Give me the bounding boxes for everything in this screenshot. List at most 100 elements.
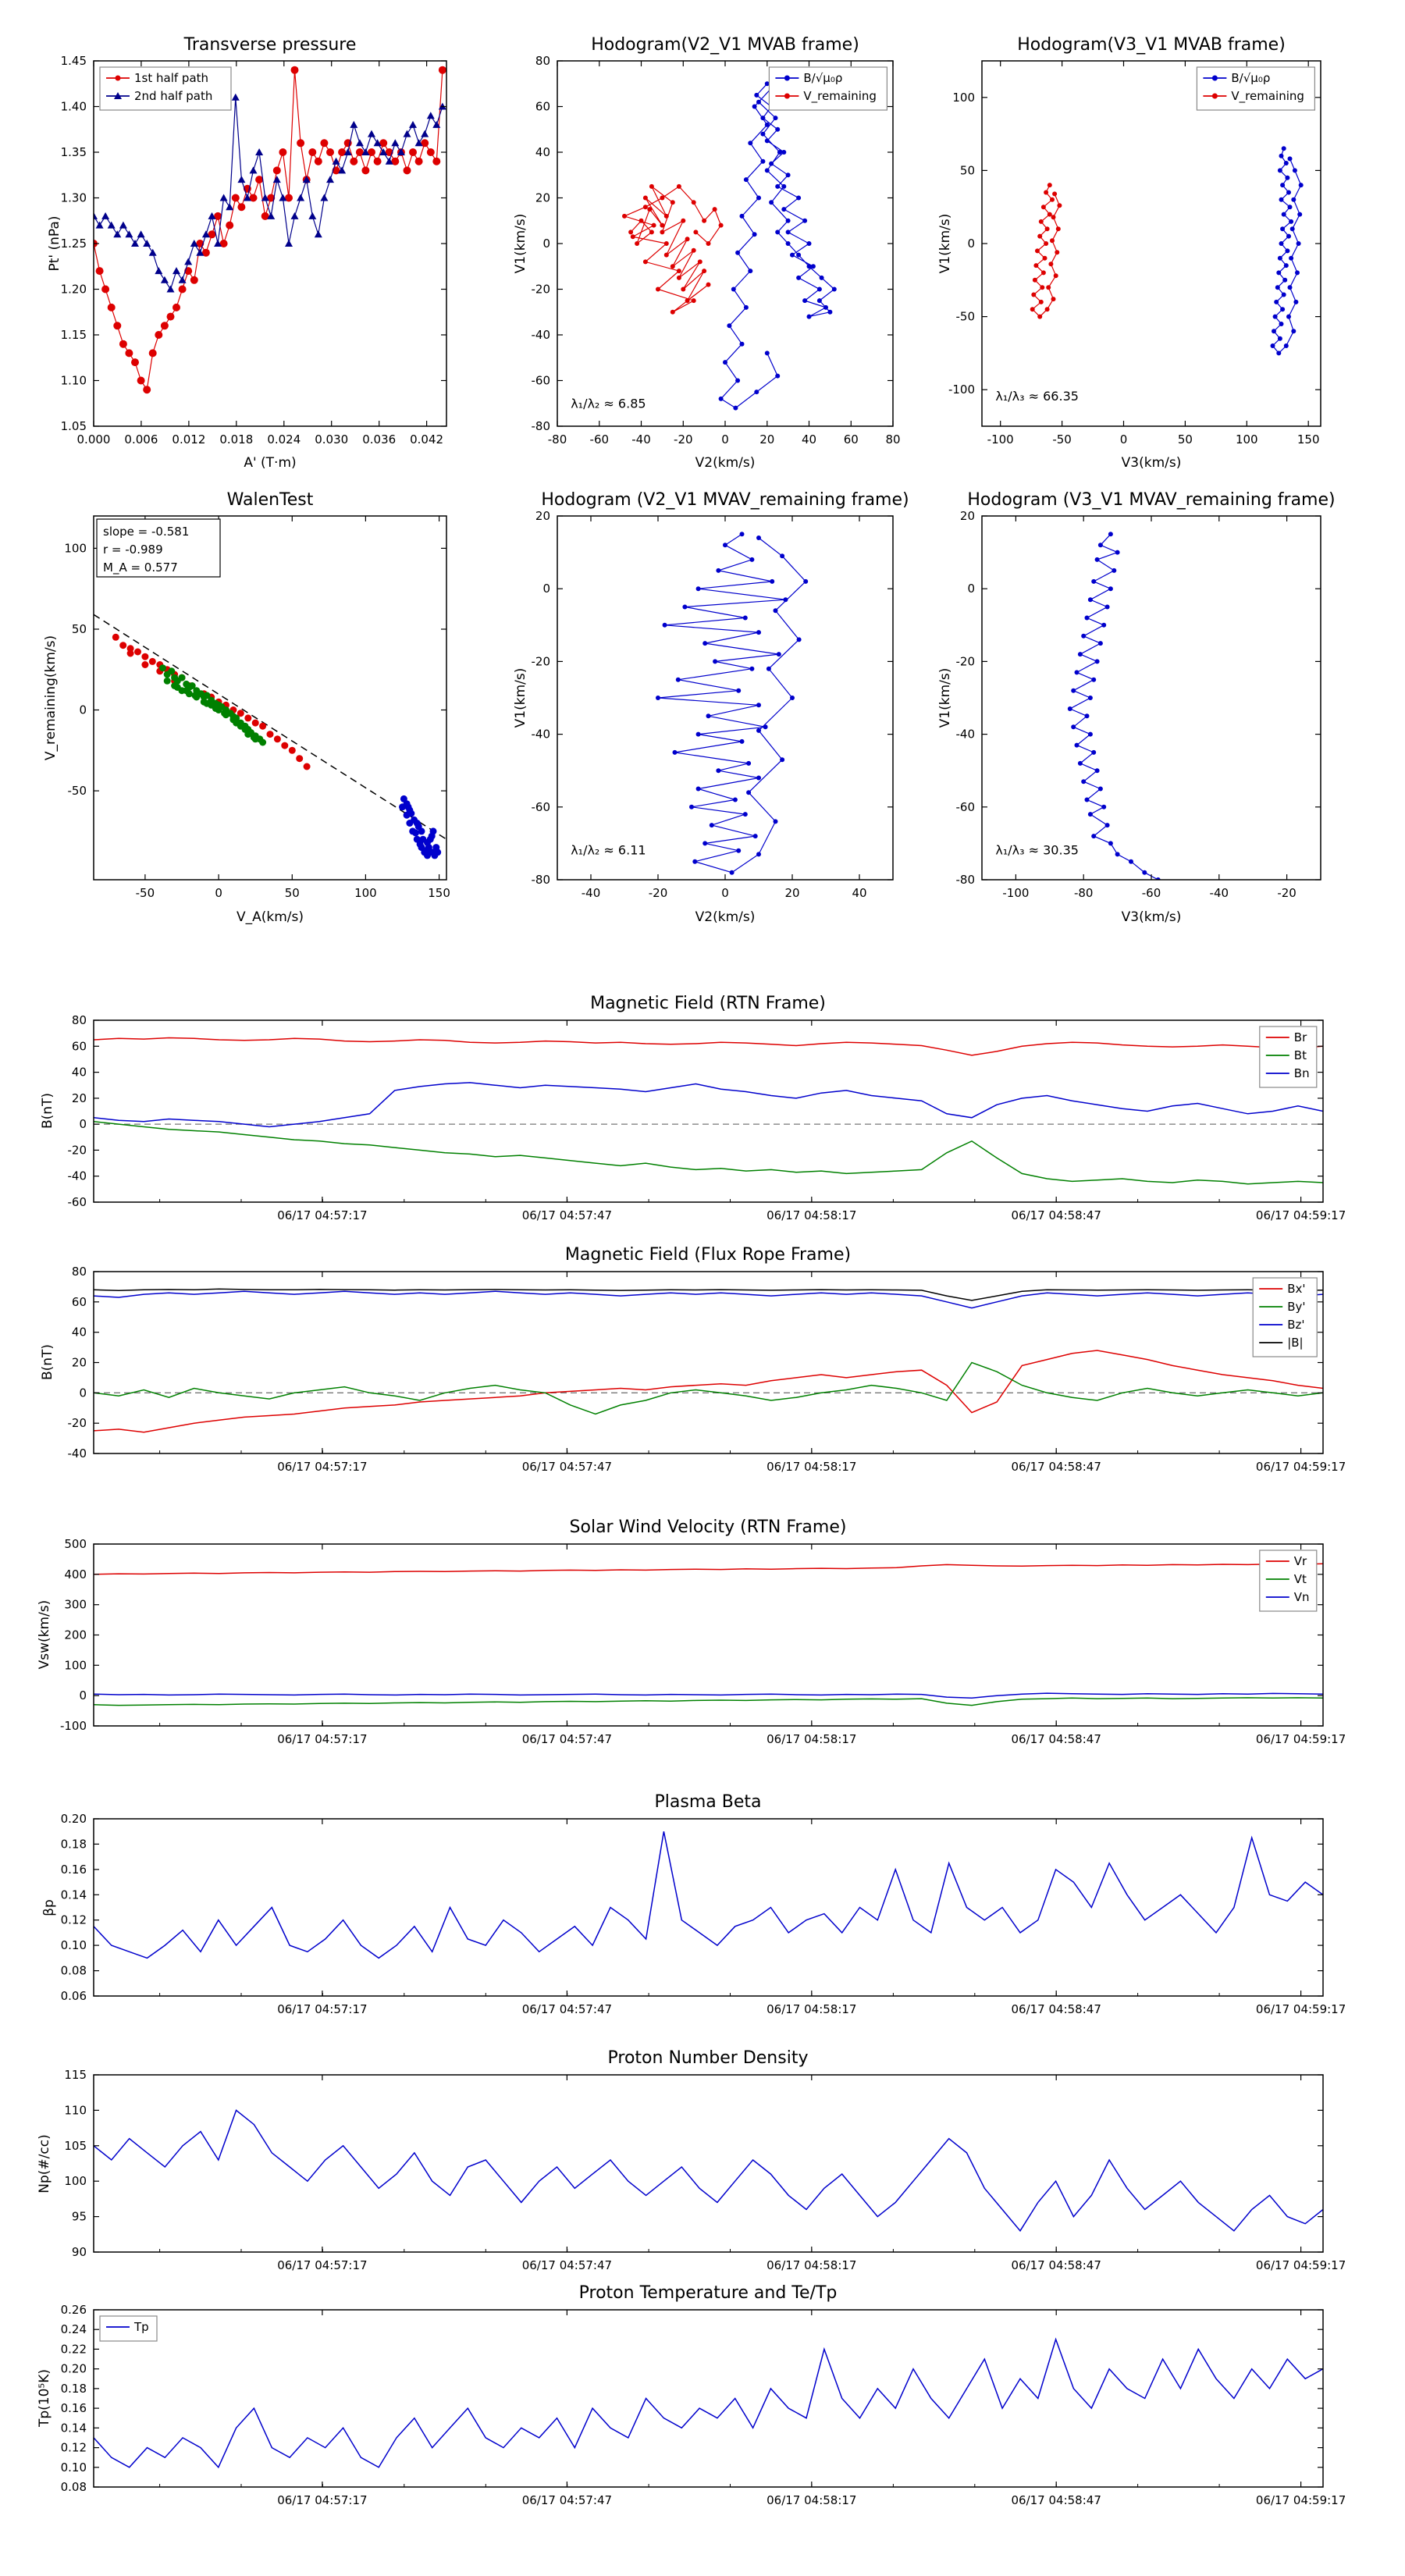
svg-text:0.08: 0.08 [61, 2480, 87, 2494]
panel-magnetic-field-rtn: 06/17 04:57:17 06/17 04:57:47 06/17 04:58:… [40, 994, 1346, 1222]
legend: 1st half path 2nd half path [99, 66, 232, 111]
plot-area: 06/17 04:57:17 06/17 04:57:47 06/17 04:58:… [61, 2303, 1346, 2507]
svg-text:0: 0 [79, 1117, 87, 1131]
svg-text:-40: -40 [68, 1446, 87, 1461]
series-layer [94, 2337, 1323, 2469]
svg-text:150: 150 [1297, 432, 1320, 447]
svg-text:0: 0 [79, 703, 87, 717]
svg-text:90: 90 [72, 2245, 87, 2259]
x-axis-label: V2(km/s) [695, 455, 756, 471]
svg-text:06/17 04:59:17: 06/17 04:59:17 [1256, 2493, 1346, 2507]
svg-text:0.12: 0.12 [61, 2441, 87, 2455]
svg-text:20: 20 [535, 191, 550, 205]
svg-text:-60: -60 [1142, 886, 1161, 900]
svg-text:06/17 04:59:17: 06/17 04:59:17 [1256, 1208, 1346, 1222]
svg-text:M_A = 0.577: M_A = 0.577 [103, 560, 178, 575]
panel-hodogram-v3v1-mvab: -100 -50 0 50 100 150 -100 -50 0 50 100 B/√μ₀ρ V_rem… [937, 35, 1321, 471]
svg-text:110: 110 [64, 2103, 87, 2117]
svg-text:Br: Br [1294, 1030, 1307, 1044]
plot-area: 0.000 0.006 0.012 0.018 0.024 0.030 0.036 0.042… [61, 54, 447, 447]
svg-text:06/17 04:58:17: 06/17 04:58:17 [767, 1732, 856, 1746]
svg-text:06/17 04:57:47: 06/17 04:57:47 [522, 2493, 612, 2507]
panel-title: Solar Wind Velocity (RTN Frame) [570, 1517, 847, 1537]
legend: Tp [99, 2315, 158, 2342]
svg-text:0: 0 [79, 1688, 87, 1703]
y-axis-label: V1(km/s) [513, 668, 528, 728]
svg-text:06/17 04:57:17: 06/17 04:57:17 [277, 1208, 367, 1222]
svg-text:Vt: Vt [1294, 1572, 1307, 1586]
y-axis-label: Vsw(km/s) [37, 1600, 52, 1670]
x-axis-label: V3(km/s) [1122, 909, 1182, 925]
panel-title: Magnetic Field (Flux Rope Frame) [565, 1245, 851, 1265]
svg-text:-80: -80 [956, 873, 976, 887]
series-layer [94, 2109, 1323, 2233]
svg-text:1.25: 1.25 [61, 237, 87, 251]
y-axis-label: B(nT) [40, 1093, 55, 1129]
svg-text:-50: -50 [136, 886, 155, 900]
x-axis-label: V2(km/s) [695, 909, 756, 925]
svg-text:1.45: 1.45 [61, 54, 87, 68]
svg-text:-80: -80 [532, 873, 551, 887]
svg-text:Bn: Bn [1294, 1066, 1310, 1080]
svg-text:0.012: 0.012 [172, 432, 205, 447]
svg-text:-20: -20 [68, 1143, 87, 1157]
y-axis-label: B(nT) [40, 1344, 55, 1380]
svg-text:V_remaining: V_remaining [803, 89, 877, 104]
svg-text:-40: -40 [631, 432, 651, 447]
svg-text:-20: -20 [1277, 886, 1297, 900]
svg-text:500: 500 [64, 1537, 87, 1551]
panel-proton-density: 06/17 04:57:17 06/17 04:57:47 06/17 04:58:… [37, 2048, 1346, 2272]
svg-text:0: 0 [967, 582, 975, 596]
svg-text:0.030: 0.030 [315, 432, 348, 447]
series-layer [656, 532, 809, 875]
svg-text:80: 80 [885, 432, 900, 447]
series-layer [94, 1831, 1323, 1959]
plot-area: 06/17 04:57:17 06/17 04:57:47 06/17 04:58:… [68, 1265, 1346, 1474]
svg-text:1.20: 1.20 [61, 283, 87, 297]
svg-text:0.16: 0.16 [61, 1863, 87, 1877]
lambda-annotation: λ₁/λ₃ ≈ 66.35 [995, 389, 1079, 404]
legend: Bx' By' Bz' |B| [1252, 1277, 1318, 1357]
svg-text:100: 100 [64, 1658, 87, 1672]
panel-proton-temperature: 06/17 04:57:17 06/17 04:57:47 06/17 04:58:… [37, 2283, 1346, 2507]
y-axis-label: Tp(10⁵K) [37, 2369, 52, 2428]
svg-text:-60: -60 [532, 374, 551, 388]
legend: Vr Vt Vn [1259, 1550, 1318, 1612]
svg-text:-100: -100 [948, 382, 975, 397]
svg-text:0.18: 0.18 [61, 2382, 87, 2396]
svg-text:06/17 04:59:17: 06/17 04:59:17 [1256, 1732, 1346, 1746]
svg-text:0.08: 0.08 [61, 1964, 87, 1978]
legend: Br Bt Bn [1259, 1026, 1318, 1088]
svg-text:60: 60 [535, 100, 550, 114]
svg-text:-20: -20 [68, 1416, 87, 1430]
panel-title: Proton Temperature and Te/Tp [579, 2283, 838, 2303]
series-layer [94, 1563, 1323, 1706]
svg-text:-60: -60 [590, 432, 610, 447]
svg-text:-60: -60 [956, 800, 976, 814]
svg-text:06/17 04:57:17: 06/17 04:57:17 [277, 2258, 367, 2272]
svg-text:06/17 04:58:17: 06/17 04:58:17 [767, 1208, 856, 1222]
svg-text:40: 40 [72, 1325, 87, 1340]
y-axis-label: V1(km/s) [513, 214, 528, 274]
panel-title: Hodogram (V2_V1 MVAV_remaining frame) [541, 490, 909, 510]
svg-text:1.40: 1.40 [61, 100, 87, 114]
svg-text:100: 100 [64, 2174, 87, 2188]
svg-text:0.006: 0.006 [124, 432, 158, 447]
svg-text:0.042: 0.042 [410, 432, 443, 447]
svg-text:0: 0 [967, 237, 975, 251]
svg-text:20: 20 [759, 432, 774, 447]
svg-text:0.22: 0.22 [61, 2342, 87, 2356]
svg-text:Bt: Bt [1294, 1048, 1307, 1062]
svg-text:80: 80 [72, 1013, 87, 1027]
svg-text:0: 0 [79, 1386, 87, 1400]
svg-text:300: 300 [64, 1598, 87, 1612]
svg-text:06/17 04:57:17: 06/17 04:57:17 [277, 1460, 367, 1474]
svg-text:B/√μ₀ρ: B/√μ₀ρ [1231, 71, 1270, 85]
svg-text:0.14: 0.14 [61, 1888, 87, 1902]
y-axis-label: V1(km/s) [937, 214, 953, 274]
svg-text:0.14: 0.14 [61, 2421, 87, 2435]
svg-text:06/17 04:58:47: 06/17 04:58:47 [1012, 1732, 1101, 1746]
plot-area: -50 0 50 100 150 -50 0 50 100 slope = -0.581 r = -… [64, 515, 450, 900]
svg-text:80: 80 [535, 54, 550, 68]
